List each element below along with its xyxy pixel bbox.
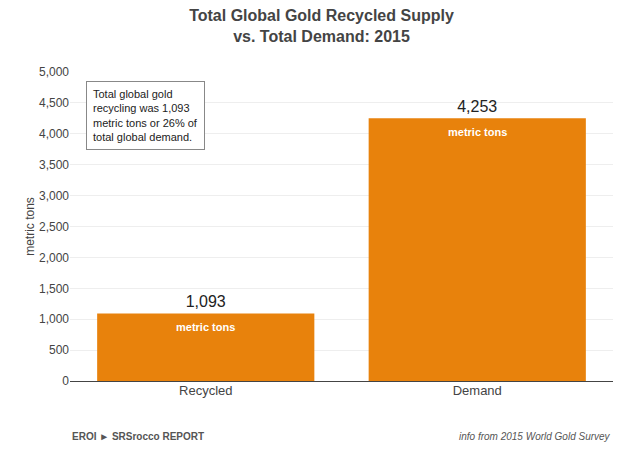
svg-text:EROI ► SRSrocco REPORT: EROI ► SRSrocco REPORT [72, 431, 204, 442]
svg-text:3,000: 3,000 [39, 189, 69, 203]
svg-text:3,500: 3,500 [39, 158, 69, 172]
svg-text:info from 2015 World Gold Surv: info from 2015 World Gold Survey [459, 431, 611, 442]
svg-text:1,500: 1,500 [39, 282, 69, 296]
svg-text:Recycled: Recycled [179, 383, 232, 398]
svg-text:metric tons: metric tons [448, 126, 507, 138]
svg-text:1,000: 1,000 [39, 312, 69, 326]
svg-text:Demand: Demand [453, 383, 502, 398]
svg-text:2,000: 2,000 [39, 251, 69, 265]
svg-text:2,500: 2,500 [39, 220, 69, 234]
svg-text:4,253: 4,253 [457, 98, 497, 115]
svg-text:0: 0 [62, 374, 69, 388]
svg-text:1,093: 1,093 [186, 293, 226, 310]
svg-text:500: 500 [49, 343, 69, 357]
svg-text:metric tons: metric tons [176, 321, 235, 333]
svg-text:Total global goldrecycling was: Total global goldrecycling was 1,093metr… [93, 88, 198, 143]
svg-text:metric tons: metric tons [23, 197, 37, 256]
svg-text:4,000: 4,000 [39, 127, 69, 141]
svg-text:5,000: 5,000 [39, 65, 69, 79]
svg-text:Total Global Gold Recycled Sup: Total Global Gold Recycled Supplyvs. Tot… [189, 7, 454, 45]
svg-text:4,500: 4,500 [39, 96, 69, 110]
